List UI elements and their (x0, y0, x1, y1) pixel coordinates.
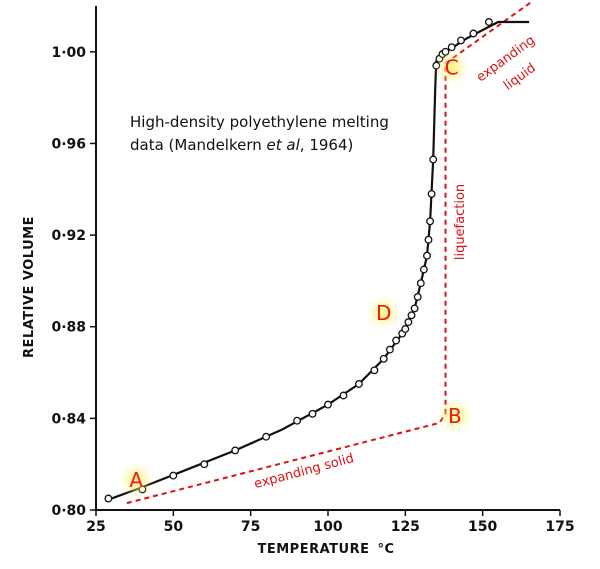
x-tick-label-6: 175 (545, 519, 574, 535)
y-tick-label-4: 0·96 (51, 136, 86, 152)
data-point-13 (385, 345, 394, 354)
data-point-31 (441, 47, 450, 56)
dashed-lines-layer (126, 0, 533, 505)
data-point-18 (407, 311, 416, 320)
point-label-b: B (448, 404, 462, 428)
data-point-9 (339, 391, 348, 400)
y-tick-label-2: 0·88 (51, 320, 86, 336)
data-point-11 (370, 366, 379, 375)
curve-layer (104, 20, 530, 502)
label-glow-b (444, 405, 465, 426)
x-axis-title: TEMPERATURE °C (257, 542, 394, 557)
data-point-6 (293, 416, 302, 425)
data-point-25 (426, 217, 435, 226)
data-point-3 (200, 460, 209, 469)
label-glow-a (126, 470, 147, 491)
x-tick-label-5: 150 (468, 519, 497, 535)
data-point-24 (424, 235, 433, 244)
data-point-5 (262, 432, 271, 441)
y-tick-label-1: 0·84 (51, 411, 86, 427)
x-tick-label-3: 100 (313, 519, 342, 535)
data-point-35 (484, 18, 493, 26)
data-point-17 (404, 318, 413, 327)
data-point-14 (392, 336, 401, 345)
data-point-34 (469, 29, 478, 38)
point-labels-layer: A B C D (126, 56, 465, 492)
y-tick-label-0: 0·80 (51, 503, 86, 519)
y-tick-label-5: 1·00 (51, 45, 86, 61)
point-label-d: D (376, 301, 391, 325)
y-tick-label-3: 0·92 (51, 228, 86, 244)
y-axis-title: RELATIVE VOLUME (22, 216, 37, 358)
data-point-19 (410, 304, 419, 313)
point-label-a: A (129, 468, 143, 492)
ticks-layer: 25 50 75 100 125 150 175 0·80 0·84 0·88 0·92 0·96 1·… (51, 45, 574, 535)
x-tick-label-2: 75 (241, 519, 260, 535)
data-point-16 (401, 325, 410, 333)
x-tick-label-0: 25 (86, 519, 105, 535)
data-point-7 (308, 409, 317, 418)
data-point-10 (354, 380, 363, 388)
points-layer (104, 18, 493, 503)
point-label-c: C (445, 56, 459, 80)
data-point-22 (419, 265, 428, 274)
data-point-23 (423, 251, 431, 260)
x-tick-label-1: 50 (164, 519, 184, 535)
data-point-33 (457, 36, 465, 45)
label-glow-c (441, 57, 462, 78)
data-point-32 (447, 43, 456, 52)
data-point-27 (429, 155, 438, 164)
data-point-26 (427, 189, 436, 198)
data-point-20 (413, 292, 422, 301)
data-point-4 (231, 446, 240, 455)
annotation-title-line-1: High-density polyethylene melting (130, 113, 389, 131)
annotation-title-line-2: data (Mandelkern et al, 1964) (130, 136, 353, 154)
data-curve (104, 20, 530, 502)
data-point-28 (432, 61, 441, 70)
data-point-12 (379, 354, 388, 363)
label-glow-d (373, 302, 394, 323)
data-point-8 (324, 400, 332, 409)
data-point-0 (104, 494, 113, 503)
liquefaction-label: liquefaction (453, 184, 468, 260)
data-point-21 (416, 279, 425, 288)
x-tick-label-4: 125 (391, 519, 420, 535)
data-point-2 (169, 471, 178, 480)
